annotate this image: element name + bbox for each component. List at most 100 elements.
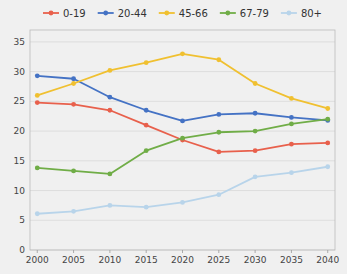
series-marker xyxy=(71,209,76,214)
series-marker xyxy=(107,203,112,208)
series-marker xyxy=(107,108,112,113)
series-marker xyxy=(289,96,294,101)
grid-line xyxy=(30,101,335,102)
series-marker xyxy=(35,93,40,98)
series-marker xyxy=(144,60,149,65)
legend: 0-19 20-44 45-66 67-79 80+ xyxy=(43,8,322,19)
legend-item: 80+ xyxy=(281,8,322,19)
y-tick-label: 10 xyxy=(14,186,26,196)
series-marker xyxy=(107,95,112,100)
x-tick-label: 2005 xyxy=(62,255,85,265)
series-marker xyxy=(144,205,149,210)
series-marker xyxy=(71,81,76,86)
x-tick-label: 2025 xyxy=(207,255,230,265)
legend-label: 0-19 xyxy=(63,8,86,19)
series-marker xyxy=(107,68,112,73)
x-tick-label: 2030 xyxy=(244,255,267,265)
series-marker xyxy=(180,200,185,205)
y-tick-label: 25 xyxy=(14,96,25,106)
grid-line xyxy=(30,131,335,132)
legend-marker xyxy=(103,11,108,16)
series-marker xyxy=(35,166,40,171)
series-marker xyxy=(107,171,112,176)
x-tick-label: 2040 xyxy=(316,255,339,265)
y-tick-label: 30 xyxy=(14,67,26,77)
x-tick xyxy=(327,250,328,253)
series-marker xyxy=(253,148,258,153)
series-marker xyxy=(253,81,258,86)
legend-marker xyxy=(49,11,54,16)
legend-item: 20-44 xyxy=(98,8,147,19)
series-marker xyxy=(71,76,76,81)
legend-label: 20-44 xyxy=(118,8,147,19)
y-tick-label: 35 xyxy=(14,37,25,47)
series-marker xyxy=(35,73,40,78)
x-tick-label: 2015 xyxy=(135,255,158,265)
x-tick xyxy=(109,250,110,253)
series-marker xyxy=(216,112,221,117)
series-marker xyxy=(144,148,149,153)
x-tick xyxy=(73,250,74,253)
grid-line xyxy=(30,41,335,42)
legend-item: 45-66 xyxy=(159,8,208,19)
y-tick-label: 20 xyxy=(14,126,26,136)
grid-line xyxy=(30,71,335,72)
series-marker xyxy=(253,174,258,179)
y-tick-label: 0 xyxy=(19,245,25,255)
plot-frame xyxy=(30,30,335,250)
series-marker xyxy=(253,111,258,116)
series-marker xyxy=(144,108,149,113)
y-tick-label: 15 xyxy=(14,156,25,166)
series-marker xyxy=(180,51,185,56)
series-marker xyxy=(71,169,76,174)
grid-line xyxy=(30,190,335,191)
series-line xyxy=(37,76,327,121)
y-tick-label: 5 xyxy=(19,215,25,225)
background xyxy=(0,0,347,274)
series-marker xyxy=(216,149,221,154)
x-tick-label: 2035 xyxy=(280,255,303,265)
series-marker xyxy=(35,100,40,105)
x-tick xyxy=(291,250,292,253)
series-marker xyxy=(180,136,185,141)
series-marker xyxy=(325,164,330,169)
series-marker xyxy=(216,192,221,197)
x-tick-label: 2000 xyxy=(26,255,49,265)
legend-label: 80+ xyxy=(301,8,322,19)
series-marker xyxy=(35,211,40,216)
plot-area xyxy=(35,51,330,216)
series-marker xyxy=(144,123,149,128)
legend-marker xyxy=(164,11,169,16)
x-tick xyxy=(218,250,219,253)
x-tick-label: 2010 xyxy=(98,255,121,265)
grid-line xyxy=(30,220,335,221)
series-marker xyxy=(216,57,221,62)
series-marker xyxy=(325,141,330,146)
series-marker xyxy=(180,119,185,124)
legend-marker xyxy=(286,11,291,16)
series-marker xyxy=(325,106,330,111)
chart: 0510152025303520002005201020152020202520… xyxy=(0,0,347,274)
x-tick xyxy=(255,250,256,253)
series-marker xyxy=(289,170,294,175)
series-marker xyxy=(253,129,258,134)
series-line xyxy=(37,119,327,174)
legend-marker xyxy=(225,11,230,16)
legend-label: 45-66 xyxy=(179,8,208,19)
series-line xyxy=(37,167,327,214)
series-line xyxy=(37,54,327,109)
grid-line xyxy=(30,160,335,161)
legend-label: 67-79 xyxy=(240,8,269,19)
series-marker xyxy=(289,122,294,127)
series-line xyxy=(37,103,327,152)
series-marker xyxy=(289,115,294,120)
series-marker xyxy=(216,130,221,135)
x-tick-label: 2020 xyxy=(171,255,194,265)
series-marker xyxy=(325,117,330,122)
legend-item: 67-79 xyxy=(220,8,269,19)
series-marker xyxy=(71,102,76,107)
x-tick xyxy=(37,250,38,253)
legend-item: 0-19 xyxy=(43,8,86,19)
series-marker xyxy=(289,142,294,147)
x-tick xyxy=(146,250,147,253)
